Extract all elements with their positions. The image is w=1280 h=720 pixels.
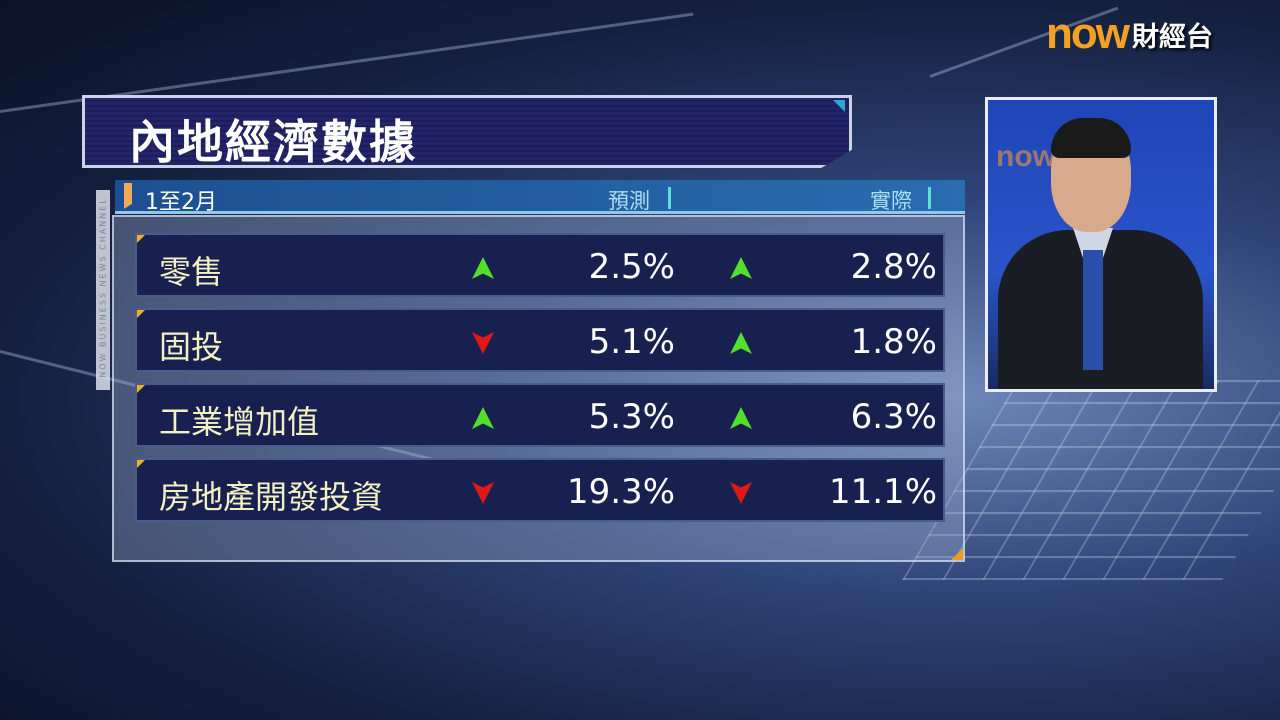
title-bar: 內地經濟數據 bbox=[82, 95, 852, 168]
actual-value: 1.8% bbox=[850, 322, 937, 362]
row-marker bbox=[137, 460, 145, 468]
forecast-header: 預測 bbox=[608, 189, 650, 213]
arrow-up-icon bbox=[730, 407, 752, 429]
side-caption: NOW BUSINESS NEWS CHANNEL bbox=[96, 190, 110, 390]
logo-brand: now bbox=[1046, 9, 1130, 58]
side-caption-text: NOW BUSINESS NEWS CHANNEL bbox=[98, 197, 108, 378]
actual-value: 2.8% bbox=[850, 247, 937, 287]
period-label: 1至2月 bbox=[145, 190, 217, 215]
presenter-hair bbox=[1051, 118, 1131, 158]
arrow-down-icon bbox=[472, 332, 494, 354]
page-title: 內地經濟數據 bbox=[129, 115, 417, 169]
row-label: 固投 bbox=[159, 328, 224, 366]
presenter-video: now bbox=[985, 97, 1217, 392]
table-row: 工業增加值 5.3% 6.3% bbox=[135, 383, 945, 447]
arrow-up-icon bbox=[472, 257, 494, 279]
corner-accent bbox=[833, 100, 845, 112]
row-marker bbox=[137, 310, 145, 318]
forecast-value: 5.1% bbox=[588, 322, 675, 362]
row-label: 工業增加值 bbox=[159, 403, 320, 441]
table-row: 固投 5.1% 1.8% bbox=[135, 308, 945, 372]
logo-channel: 財經台 bbox=[1131, 21, 1213, 53]
header-divider bbox=[928, 187, 931, 209]
table-row: 房地產開發投資 19.3% 11.1% bbox=[135, 458, 945, 522]
table-row: 零售 2.5% 2.8% bbox=[135, 233, 945, 297]
flag-icon bbox=[124, 183, 132, 209]
arrow-down-icon bbox=[472, 482, 494, 504]
arrow-up-icon bbox=[472, 407, 494, 429]
presenter-tie bbox=[1083, 250, 1103, 370]
arrow-up-icon bbox=[730, 332, 752, 354]
inset-watermark: now bbox=[996, 140, 1056, 173]
corner-accent bbox=[951, 548, 963, 560]
row-marker bbox=[137, 235, 145, 243]
forecast-value: 5.3% bbox=[588, 397, 675, 437]
row-label: 房地產開發投資 bbox=[159, 478, 384, 516]
header-divider bbox=[668, 187, 671, 209]
table-header: 1至2月 預測 實際 bbox=[115, 180, 965, 215]
arrow-up-icon bbox=[730, 257, 752, 279]
row-marker bbox=[137, 385, 145, 393]
actual-header: 實際 bbox=[870, 189, 912, 213]
forecast-value: 19.3% bbox=[566, 472, 675, 512]
row-label: 零售 bbox=[159, 253, 224, 291]
actual-value: 6.3% bbox=[850, 397, 937, 437]
actual-value: 11.1% bbox=[828, 472, 937, 512]
channel-logo: now 財經台 bbox=[1046, 12, 1213, 56]
forecast-value: 2.5% bbox=[588, 247, 675, 287]
arrow-down-icon bbox=[730, 482, 752, 504]
